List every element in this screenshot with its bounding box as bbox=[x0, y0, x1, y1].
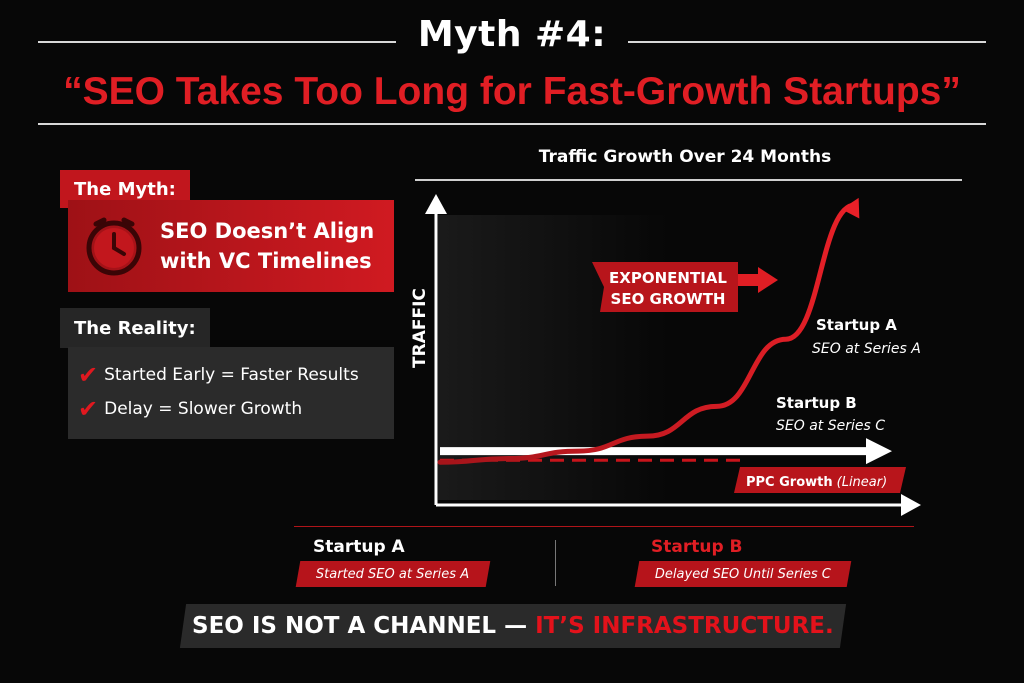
reality-label-text: The Reality: bbox=[74, 317, 196, 339]
header-divider bbox=[38, 123, 986, 125]
callout-line-2: SEO GROWTH bbox=[611, 290, 726, 308]
myth-card: SEO Doesn’t Align with VC Timelines bbox=[68, 200, 394, 292]
banner-red-text: IT’S INFRASTRUCTURE. bbox=[535, 613, 834, 639]
ppc-label-name: PPC Growth bbox=[746, 475, 833, 490]
footer-b-tag: Delayed SEO Until Series C bbox=[634, 561, 852, 587]
checkmark-icon: ✔ bbox=[78, 361, 99, 389]
reality-point-1-text: Started Early = Faster Results bbox=[104, 365, 359, 385]
page-subtitle: “SEO Takes Too Long for Fast-Growth Star… bbox=[63, 70, 961, 113]
callout-line-1: EXPONENTIAL bbox=[609, 269, 727, 287]
series-startup-a-line bbox=[437, 202, 858, 465]
closing-banner: SEO IS NOT A CHANNEL — IT’S INFRASTRUCTU… bbox=[179, 604, 847, 648]
page-title: Myth #4: bbox=[417, 14, 607, 55]
reality-point-2: ✔ Delay = Slower Growth bbox=[78, 395, 302, 423]
footer-divider bbox=[555, 540, 556, 586]
footer-a-tag: Started SEO at Series A bbox=[295, 561, 491, 587]
myth-line-1: SEO Doesn’t Align bbox=[160, 219, 375, 243]
series-b-sublabel: SEO at Series C bbox=[776, 418, 885, 434]
title-rule-right bbox=[628, 41, 986, 43]
data-point-series-2-5 bbox=[784, 459, 787, 462]
footer-b-tag-text: Delayed SEO Until Series C bbox=[655, 566, 831, 582]
ppc-label-box bbox=[734, 467, 906, 493]
x-axis-arrowhead bbox=[901, 494, 921, 516]
plot-shading bbox=[438, 215, 668, 500]
footer-b-name: Startup B bbox=[651, 537, 743, 557]
callout-arrow bbox=[738, 267, 778, 293]
y-axis-arrowhead bbox=[425, 194, 447, 214]
data-point-series-2-6 bbox=[854, 459, 857, 462]
footer-a-tag-text: Started SEO at Series A bbox=[316, 566, 470, 582]
checkmark-icon: ✔ bbox=[78, 395, 99, 423]
y-axis-label: TRAFFIC bbox=[410, 288, 430, 368]
callout-box bbox=[592, 262, 738, 312]
series-b-name: Startup B bbox=[776, 394, 857, 412]
reality-label: The Reality: bbox=[60, 308, 210, 348]
series-startup-a-arrowhead bbox=[841, 197, 860, 219]
series-a-name: Startup A bbox=[816, 316, 897, 334]
ppc-label-qualifier: (Linear) bbox=[837, 475, 888, 490]
myth-line-2: with VC Timelines bbox=[160, 249, 372, 273]
banner-white-text: SEO IS NOT A CHANNEL — bbox=[192, 613, 536, 639]
series-startup-b-arrowhead bbox=[866, 438, 892, 465]
reality-point-1: ✔ Started Early = Faster Results bbox=[78, 361, 359, 389]
footer-a-name: Startup A bbox=[313, 537, 405, 557]
series-a-sublabel: SEO at Series A bbox=[812, 341, 921, 357]
exponential-growth-callout: EXPONENTIAL SEO GROWTH bbox=[592, 262, 778, 312]
chart-title: Traffic Growth Over 24 Months bbox=[538, 147, 832, 167]
myth-label-text: The Myth: bbox=[74, 178, 176, 200]
footer-rule bbox=[294, 526, 914, 527]
clock-icon bbox=[86, 217, 142, 276]
ppc-label: PPC Growth (Linear) bbox=[746, 475, 887, 490]
reality-card: ✔ Started Early = Faster Results ✔ Delay… bbox=[68, 347, 394, 439]
title-rule-left bbox=[38, 41, 396, 43]
reality-point-2-text: Delay = Slower Growth bbox=[104, 399, 303, 419]
